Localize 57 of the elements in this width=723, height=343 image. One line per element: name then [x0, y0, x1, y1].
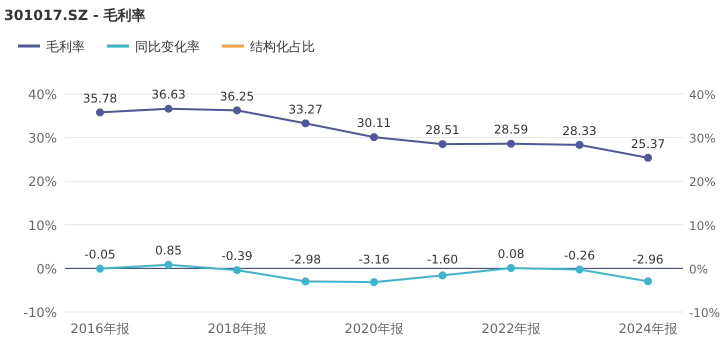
data-label: 28.33 [562, 124, 597, 138]
x-tick-label: 2016年报 [70, 322, 130, 337]
data-label: 36.25 [220, 89, 254, 104]
y-tick-label: 10% [28, 218, 57, 234]
x-tick-label: 2024年报 [618, 322, 678, 337]
data-label: -0.39 [221, 249, 253, 264]
point [302, 277, 310, 286]
data-label: 35.78 [82, 91, 118, 106]
x-tick-label: 2022年报 [481, 322, 541, 337]
y-tick-label: 20% [28, 175, 57, 190]
point [438, 140, 446, 148]
point [164, 104, 172, 113]
legend-label: 毛利率 [46, 39, 85, 55]
point [96, 264, 104, 273]
data-label: 28.51 [425, 123, 460, 138]
point [302, 119, 310, 128]
x-tick-label: 2020年报 [344, 322, 404, 337]
y-tick-label: 30% [28, 132, 57, 147]
data-label: -2.98 [290, 252, 322, 266]
data-label: -3.16 [358, 252, 390, 266]
data-label: 36.63 [151, 88, 186, 102]
data-label: 25.37 [630, 136, 666, 151]
data-label: -2.96 [632, 252, 664, 266]
y-tick-label: 0% [36, 262, 57, 278]
point [644, 277, 652, 286]
data-label: 0.85 [155, 244, 182, 258]
point [576, 140, 584, 149]
data-label: 30.11 [356, 116, 392, 130]
y2-tick-label: -10% [689, 306, 720, 320]
data-label: 33.27 [288, 102, 323, 116]
point [370, 133, 378, 142]
y2-tick-label: 20% [689, 175, 716, 190]
point [233, 266, 241, 274]
legend-label: 同比变化率 [135, 39, 200, 55]
point [507, 140, 515, 148]
data-label: 28.59 [494, 122, 528, 137]
x-tick-label: 2018年报 [207, 322, 267, 337]
y2-tick-label: 10% [689, 218, 716, 233]
point [576, 266, 584, 274]
point [644, 154, 652, 162]
chart-title: 301017.SZ - 毛利率 [4, 7, 146, 24]
point [96, 108, 104, 116]
data-label: -0.26 [564, 248, 596, 263]
y2-tick-label: 30% [689, 132, 716, 146]
point [507, 264, 515, 272]
point [370, 278, 378, 286]
data-label: -0.05 [84, 248, 116, 262]
y2-tick-label: 0% [689, 262, 708, 276]
point [164, 260, 172, 269]
y-tick-label: 40% [28, 88, 57, 103]
data-label: -1.60 [426, 252, 458, 266]
y2-tick-label: 40% [689, 88, 716, 102]
y-tick-label: -10% [23, 306, 57, 321]
legend-label: 结构化占比 [250, 40, 315, 55]
data-label: 0.08 [498, 247, 524, 262]
point [233, 106, 241, 114]
point [438, 271, 446, 280]
